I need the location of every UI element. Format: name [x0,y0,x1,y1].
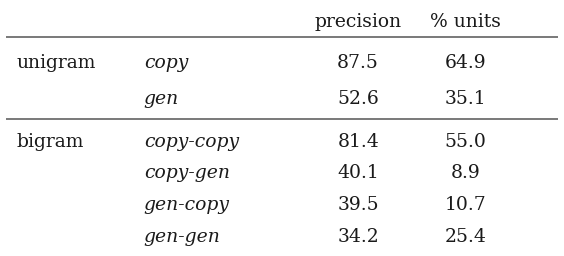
Text: copy-copy: copy-copy [144,133,239,151]
Text: 40.1: 40.1 [337,164,379,182]
Text: 10.7: 10.7 [444,196,486,214]
Text: 8.9: 8.9 [451,164,480,182]
Text: 35.1: 35.1 [444,90,486,108]
Text: bigram: bigram [17,133,84,151]
Text: % units: % units [430,13,501,31]
Text: gen-gen: gen-gen [144,228,221,246]
Text: gen: gen [144,90,179,108]
Text: precision: precision [315,13,402,31]
Text: 55.0: 55.0 [444,133,486,151]
Text: 39.5: 39.5 [337,196,379,214]
Text: 87.5: 87.5 [337,54,379,72]
Text: 81.4: 81.4 [337,133,379,151]
Text: copy-gen: copy-gen [144,164,230,182]
Text: 34.2: 34.2 [337,228,379,246]
Text: copy: copy [144,54,188,72]
Text: unigram: unigram [17,54,96,72]
Text: gen-copy: gen-copy [144,196,230,214]
Text: 64.9: 64.9 [444,54,486,72]
Text: 52.6: 52.6 [337,90,379,108]
Text: 25.4: 25.4 [444,228,486,246]
